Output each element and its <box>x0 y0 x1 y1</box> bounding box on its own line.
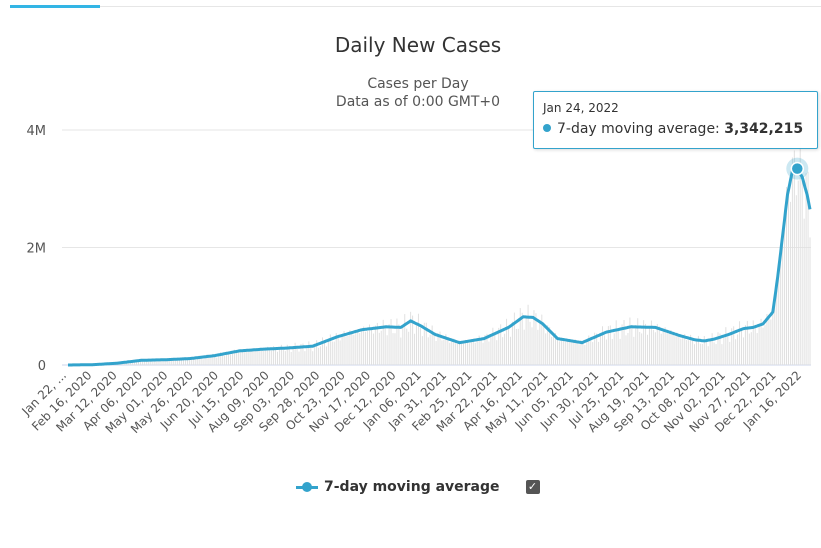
y-tick-label: 2M <box>27 242 47 257</box>
legend-series-symbol <box>296 480 318 494</box>
tooltip-series-dot <box>543 124 551 132</box>
y-axis-labels: 0 2M 4M <box>27 124 47 374</box>
tooltip-value: 3,342,215 <box>724 121 804 137</box>
grid-lines <box>62 129 811 366</box>
y-tick-label: 4M <box>27 124 47 139</box>
daily-bars <box>69 139 811 365</box>
tooltip-date: Jan 24, 2022 <box>543 101 619 115</box>
area-group <box>67 157 812 367</box>
chart-subtitle-line-1: Cases per Day <box>367 76 468 92</box>
chart-subtitle-line-2: Data as of 0:00 GMT+0 <box>336 94 500 110</box>
chart-title: Daily New Cases <box>335 33 501 57</box>
legend[interactable]: 7-day moving average ✓ <box>296 475 540 499</box>
tooltip-row: 7-day moving average: 3,342,215 <box>543 121 803 137</box>
y-tick-label: 0 <box>38 359 46 374</box>
top-accent-bar <box>10 5 100 8</box>
legend-series-label[interactable]: 7-day moving average <box>324 479 500 495</box>
tooltip-series-label: 7-day moving average: <box>557 121 725 137</box>
top-divider <box>100 6 821 7</box>
legend-checkbox[interactable]: ✓ <box>525 480 540 494</box>
series-line <box>67 167 812 367</box>
highlight-point <box>790 161 805 176</box>
tooltip: Jan 24, 2022 7-day moving average: 3,342… <box>533 91 818 149</box>
